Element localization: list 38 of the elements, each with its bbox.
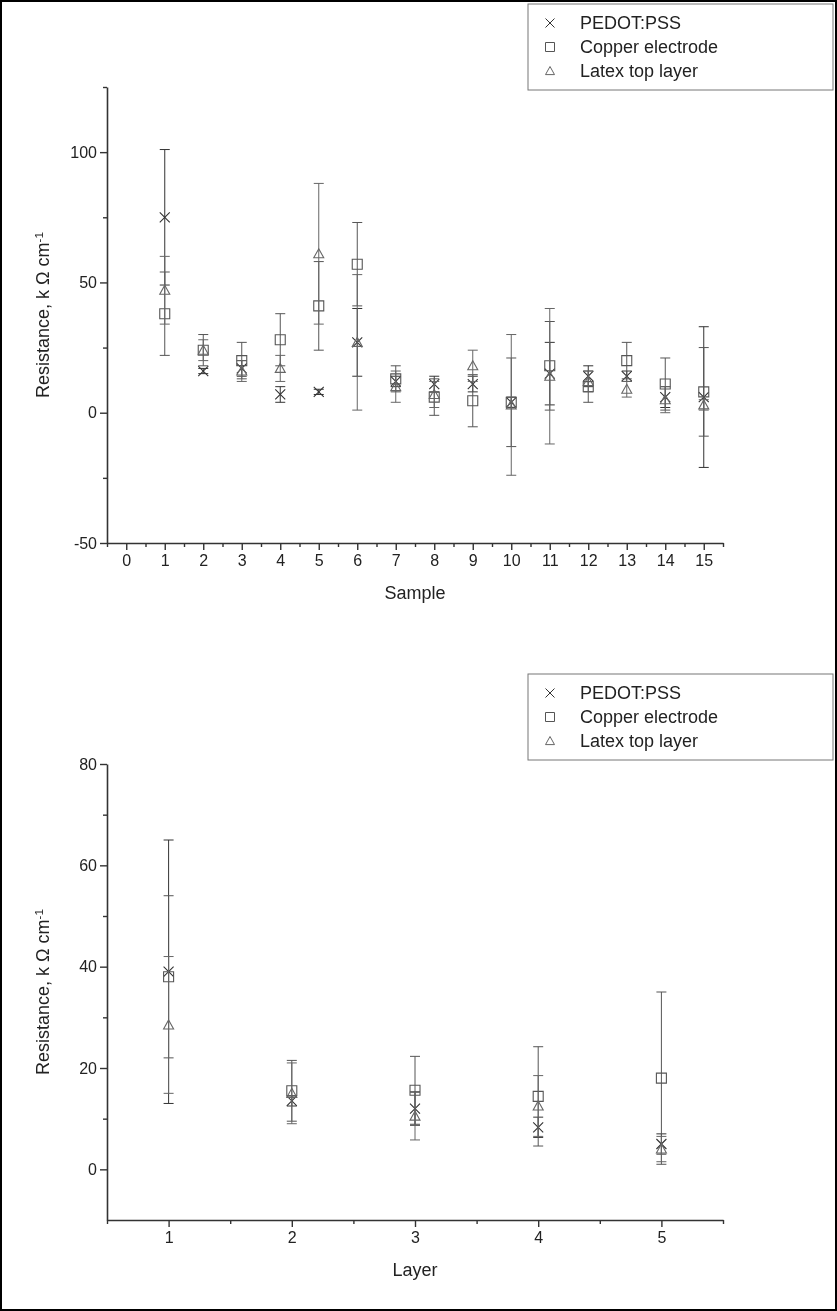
- x-tick-label: 11: [541, 552, 559, 570]
- y-tick-label: 0: [88, 1160, 98, 1178]
- x-axis-title: Layer: [392, 1260, 438, 1280]
- x-tick-label: 5: [657, 1229, 667, 1247]
- legend-label: Latex top layer: [580, 731, 699, 751]
- x-tick-label: 14: [656, 552, 675, 570]
- x-tick-label: 3: [411, 1229, 421, 1247]
- y-tick-label: 100: [70, 143, 98, 161]
- x-tick-label: 3: [237, 552, 247, 570]
- legend-label: PEDOT:PSS: [580, 13, 682, 33]
- x-tick-label: 4: [534, 1229, 544, 1247]
- x-tick-label: 9: [468, 552, 478, 570]
- x-tick-label: 5: [314, 552, 324, 570]
- x-tick-label: 2: [199, 552, 209, 570]
- y-tick-label: 50: [79, 274, 98, 292]
- y-tick-label: 80: [79, 755, 98, 773]
- y-tick-label: 20: [79, 1059, 98, 1077]
- x-tick-label: 15: [695, 552, 714, 570]
- x-tick-label: 2: [287, 1229, 297, 1247]
- x-tick-label: 13: [618, 552, 637, 570]
- x-tick-label: 4: [276, 552, 286, 570]
- x-axis-title: Sample: [384, 583, 446, 603]
- x-tick-label: 12: [579, 552, 598, 570]
- legend-label: PEDOT:PSS: [580, 683, 682, 703]
- x-tick-label: 8: [430, 552, 440, 570]
- x-tick-label: 1: [164, 1229, 174, 1247]
- x-tick-label: 7: [391, 552, 401, 570]
- legend-label: Latex top layer: [580, 61, 699, 81]
- x-tick-label: 10: [502, 552, 521, 570]
- legend-label: Copper electrode: [580, 37, 719, 57]
- legend-label: Copper electrode: [580, 707, 719, 727]
- x-tick-label: 6: [353, 552, 363, 570]
- x-tick-label: 1: [160, 552, 170, 570]
- y-tick-label: 40: [79, 958, 98, 976]
- y-tick-label: -50: [73, 534, 98, 552]
- x-tick-label: 0: [122, 552, 132, 570]
- y-tick-label: 0: [88, 404, 98, 422]
- y-tick-label: 60: [79, 856, 98, 874]
